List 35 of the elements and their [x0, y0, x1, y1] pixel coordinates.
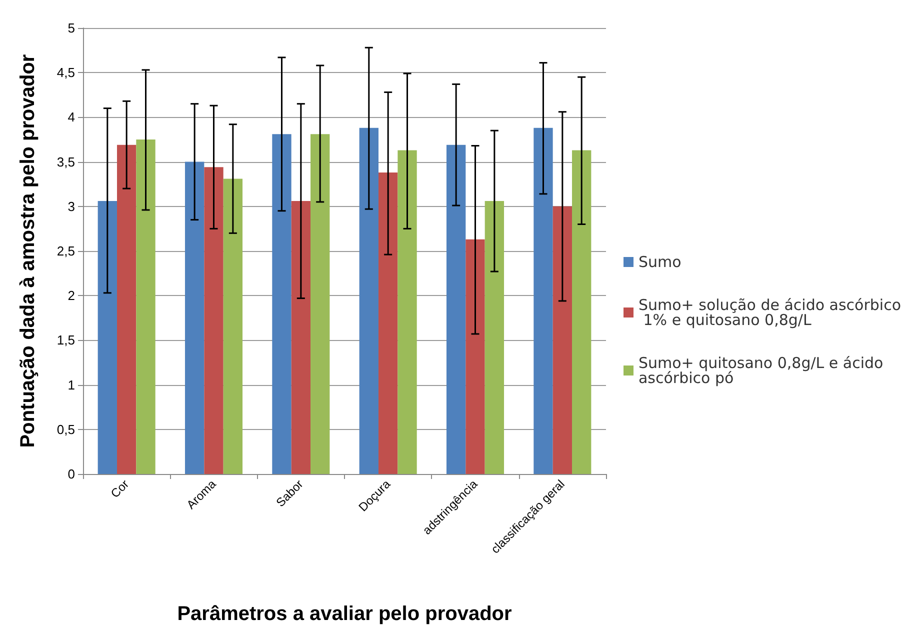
bar: [184, 162, 204, 474]
bar: [310, 134, 330, 474]
bar: [136, 140, 156, 474]
legend-label: Sumo: [638, 253, 682, 271]
bar: [398, 150, 417, 474]
bar: [534, 128, 553, 474]
x-axis-title: Parâmetros a avaliar pelo provador: [177, 603, 512, 625]
y-tick-label: 3: [68, 198, 75, 214]
y-tick-label: 0: [68, 466, 75, 482]
bar: [116, 144, 136, 474]
y-tick-label: 2: [68, 288, 75, 304]
y-tick-label: 3,5: [56, 154, 75, 170]
bar: [359, 128, 378, 474]
bar: [572, 150, 592, 474]
y-tick-label: 4: [68, 110, 75, 125]
bar: [223, 178, 243, 474]
y-tick-label: 1,5: [56, 332, 75, 348]
bar: [552, 206, 572, 474]
legend-label: Sumo+ solução de ácido ascórbico 1% e quitosano 0,8g/L: [638, 296, 902, 329]
bar: [466, 239, 485, 474]
y-tick-label: 5: [68, 20, 75, 36]
y-tick-label: 1: [68, 377, 75, 392]
y-tick-label: 0,5: [56, 422, 75, 437]
bar: [378, 172, 398, 474]
bar: [98, 201, 117, 474]
bar: [272, 134, 292, 474]
x-tick-label: Cor: [108, 477, 132, 501]
bar: [204, 167, 224, 474]
y-tick-label: 2,5: [56, 244, 75, 258]
y-axis-title: Pontuação dada à amostra pelo provador: [17, 54, 39, 448]
bar: [446, 144, 466, 474]
legend-label: Sumo+ quitosano 0,8g/L e ácido ascórbico pó: [638, 354, 888, 387]
bar: [291, 201, 311, 474]
y-tick-label: 4,5: [56, 65, 75, 80]
bar: [484, 201, 504, 474]
